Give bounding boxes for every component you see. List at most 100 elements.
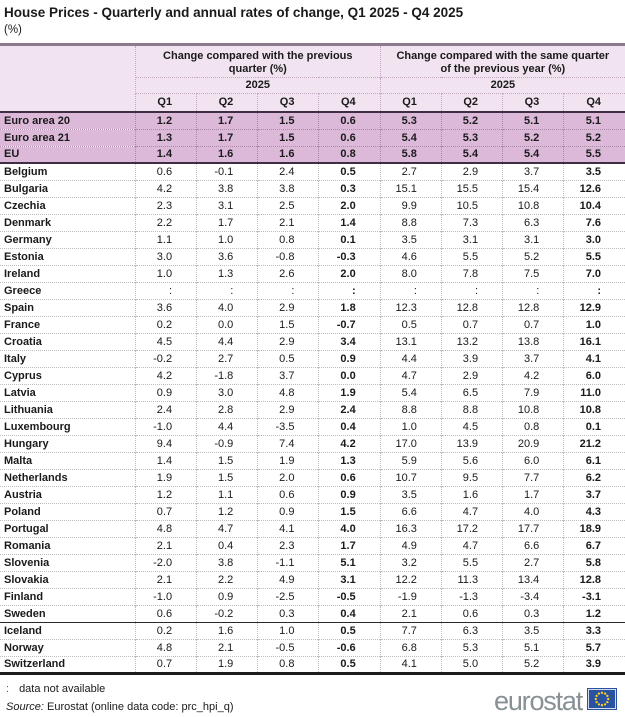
value-cell: -2.0	[134, 554, 197, 571]
value-cell: 3.8	[196, 180, 258, 197]
value-cell: 4.7	[379, 367, 442, 384]
value-cell: 6.0	[563, 367, 625, 384]
value-cell: 5.2	[502, 248, 564, 265]
value-cell: 3.7	[563, 486, 625, 503]
value-cell: 3.6	[134, 299, 197, 316]
value-cell: 0.4	[318, 418, 381, 435]
value-cell: :	[563, 282, 625, 299]
value-cell: -1.1	[257, 554, 319, 571]
footer-notes: : data not available Source: Eurostat (on…	[6, 680, 234, 717]
value-cell: 4.7	[440, 537, 503, 554]
row-label: Italy	[4, 352, 27, 365]
value-cell: 2.4	[318, 401, 381, 418]
value-cell: 3.1	[440, 231, 503, 248]
value-cell: 1.9	[134, 469, 197, 486]
value-cell: 5.0	[440, 656, 503, 673]
row-label: Slovenia	[4, 556, 50, 569]
value-cell: 5.2	[440, 112, 503, 129]
corner-cell	[0, 44, 136, 112]
value-cell: 1.5	[196, 469, 258, 486]
value-cell: 1.1	[134, 231, 197, 248]
row-label: Portugal	[4, 522, 49, 535]
value-cell: 6.1	[563, 452, 625, 469]
value-cell: 5.2	[563, 129, 625, 146]
value-cell: 6.3	[440, 622, 503, 639]
value-cell: -1.8	[196, 367, 258, 384]
table-row: EU 1.4 1.6 1.6 0.8 5.8 5.4 5.4 5.5	[0, 146, 625, 163]
value-cell: -1.9	[379, 588, 442, 605]
value-cell: 8.0	[379, 265, 442, 282]
value-cell: -3.5	[257, 418, 319, 435]
value-cell: 2.1	[134, 571, 197, 588]
value-cell: 3.1	[318, 571, 381, 588]
value-cell: 8.8	[379, 214, 442, 231]
value-cell: 6.5	[440, 384, 503, 401]
value-cell: 5.5	[440, 248, 503, 265]
value-cell: :	[318, 282, 381, 299]
value-cell: 1.2	[134, 486, 197, 503]
row-label: Bulgaria	[4, 182, 49, 195]
row-label: Norway	[4, 641, 44, 654]
value-cell: 1.9	[257, 452, 319, 469]
value-cell: 0.1	[318, 231, 381, 248]
value-cell: 0.7	[134, 503, 197, 520]
value-cell: 7.9	[502, 384, 564, 401]
value-cell: 15.5	[440, 180, 503, 197]
table-row: Cyprus 4.2 -1.8 3.7 0.0 4.7 2.9 4.2 6.0	[0, 367, 625, 384]
group-header-quarter: Change compared with the previous quarte…	[134, 44, 381, 78]
value-cell: -1.3	[440, 588, 503, 605]
value-cell: -0.7	[318, 316, 381, 333]
value-cell: 1.3	[134, 129, 197, 146]
value-cell: 0.6	[318, 129, 381, 146]
value-cell: 2.9	[257, 299, 319, 316]
table-row: Spain 3.6 4.0 2.9 1.8 12.3 12.8 12.8 12.9	[0, 299, 625, 316]
row-label: Slovakia	[4, 573, 49, 586]
table-row: Germany 1.1 1.0 0.8 0.1 3.5 3.1 3.1 3.0	[0, 231, 625, 248]
table-row: Netherlands 1.9 1.5 2.0 0.6 10.7 9.5 7.7 6.2	[0, 469, 625, 486]
value-cell: 4.9	[379, 537, 442, 554]
value-cell: 0.7	[134, 656, 197, 673]
value-cell: 4.9	[257, 571, 319, 588]
value-cell: 2.9	[440, 367, 503, 384]
value-cell: 0.6	[134, 605, 197, 622]
eurostat-logo-text: eurostat	[494, 686, 583, 716]
value-cell: -3.1	[563, 588, 625, 605]
table-row: Malta 1.4 1.5 1.9 1.3 5.9 5.6 6.0 6.1	[0, 452, 625, 469]
value-cell: 4.3	[563, 503, 625, 520]
table-row: Portugal 4.8 4.7 4.1 4.0 16.3 17.2 17.7 18.9	[0, 520, 625, 537]
value-cell: 3.5	[379, 231, 442, 248]
value-cell: 1.0	[257, 622, 319, 639]
value-cell: 1.6	[196, 146, 258, 163]
value-cell: 1.9	[196, 656, 258, 673]
value-cell: 4.2	[134, 367, 197, 384]
value-cell: 17.0	[379, 435, 442, 452]
value-cell: 3.5	[379, 486, 442, 503]
row-label: France	[4, 318, 41, 331]
value-cell: :	[440, 282, 503, 299]
table-row: Norway 4.8 2.1 -0.5 -0.6 6.8 5.3 5.1 5.7	[0, 639, 625, 656]
value-cell: 4.1	[379, 656, 442, 673]
value-cell: 0.7	[502, 316, 564, 333]
value-cell: 13.4	[502, 571, 564, 588]
value-cell: 5.3	[379, 112, 442, 129]
value-cell: 0.0	[318, 367, 381, 384]
value-cell: 0.5	[379, 316, 442, 333]
value-cell: 5.3	[440, 639, 503, 656]
value-cell: 3.7	[502, 350, 564, 367]
value-cell: 0.2	[134, 316, 197, 333]
value-cell: 0.8	[502, 418, 564, 435]
value-cell: 1.7	[196, 129, 258, 146]
value-cell: 4.2	[502, 367, 564, 384]
row-label: Ireland	[4, 267, 41, 280]
value-cell: 7.0	[563, 265, 625, 282]
value-cell: 9.4	[134, 435, 197, 452]
value-cell: 0.6	[440, 605, 503, 622]
page-title: House Prices - Quarterly and annual rate…	[4, 5, 464, 20]
value-cell: 4.6	[379, 248, 442, 265]
value-cell: 2.3	[257, 537, 319, 554]
value-cell: -1.0	[134, 588, 197, 605]
quarter-header: Q1	[379, 93, 442, 112]
value-cell: 10.4	[563, 197, 625, 214]
value-cell: 0.3	[318, 180, 381, 197]
value-cell: :	[502, 282, 564, 299]
